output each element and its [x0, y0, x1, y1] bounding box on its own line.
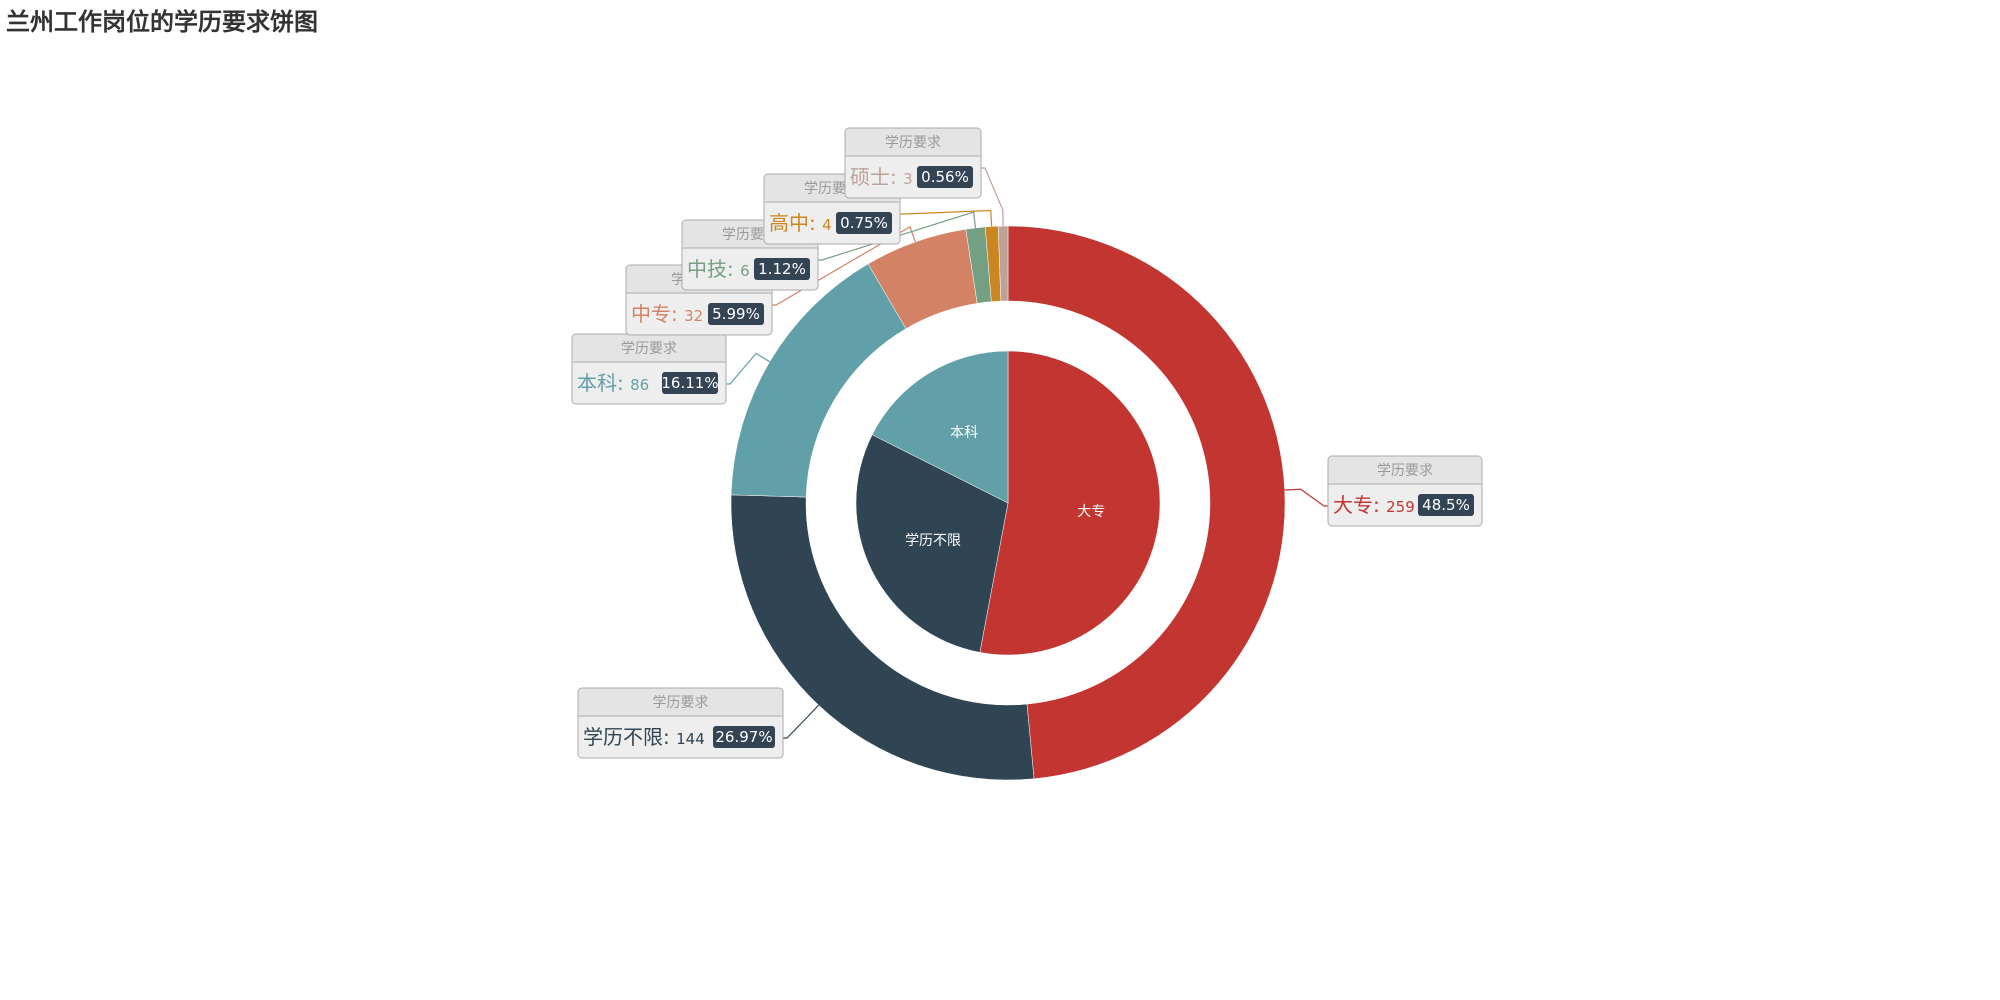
- callout-value-slice-1: 144: [676, 730, 705, 748]
- callout-label-slice-4: 中技: 6: [687, 257, 750, 281]
- percent-text-slice-3: 5.99%: [712, 305, 760, 323]
- callout-label-slice-6: 硕士: 3: [850, 165, 913, 189]
- callout-series-name-slice-6: 学历要求: [885, 135, 941, 151]
- callout-value-slice-3: 32: [684, 307, 703, 325]
- outer-slice-1: [730, 494, 1035, 781]
- percent-text-slice-4: 1.12%: [758, 260, 806, 278]
- percent-badge-slice-6: [917, 166, 973, 188]
- chart-title: 兰州工作岗位的学历要求饼图: [6, 8, 318, 36]
- callout-label-slice-2: 本科: 86: [577, 371, 649, 395]
- outer-slice-6: [997, 225, 1009, 302]
- inner-label-slice-1: 学历不限: [905, 533, 961, 549]
- percent-badge-slice-1: [713, 726, 775, 748]
- percent-badge-slice-0: [1418, 494, 1474, 516]
- callout-value-slice-5: 4: [822, 216, 832, 234]
- percent-text-slice-2: 16.11%: [661, 374, 718, 392]
- callout-value-slice-2: 86: [630, 376, 649, 394]
- callout-value-slice-6: 3: [903, 170, 913, 188]
- callout-value-slice-4: 6: [740, 262, 750, 280]
- inner-slice-2: [871, 350, 1009, 504]
- percent-text-slice-6: 0.56%: [921, 168, 969, 186]
- callout-label-slice-5: 高中: 4: [769, 211, 832, 235]
- inner-slice-1: [855, 434, 1009, 653]
- inner-label-slice-2: 本科: [950, 425, 978, 441]
- leader-line-slice-2: [726, 352, 771, 385]
- percent-badge-slice-3: [708, 303, 764, 325]
- leader-line-slice-1: [783, 704, 820, 739]
- callout-series-name-slice-2: 学历要求: [621, 341, 677, 357]
- inner-slice-0: [979, 350, 1161, 656]
- callout-value-slice-0: 259: [1386, 498, 1415, 516]
- percent-badge-slice-4: [754, 258, 810, 280]
- percent-text-slice-5: 0.75%: [840, 214, 888, 232]
- callout-series-name-slice-1: 学历要求: [653, 695, 709, 711]
- callout-series-name-slice-0: 学历要求: [1377, 463, 1433, 479]
- leader-line-slice-6: [981, 167, 1004, 227]
- leader-line-slice-3: [772, 226, 916, 306]
- inner-label-slice-0: 大专: [1077, 504, 1105, 520]
- callout-header-slice-6: [845, 128, 981, 156]
- percent-badge-slice-2: [662, 372, 718, 394]
- percent-badge-slice-5: [836, 212, 892, 234]
- leader-line-slice-5: [900, 209, 993, 227]
- callout-header-slice-2: [572, 334, 726, 362]
- outer-slice-0: [1007, 225, 1286, 780]
- callout-header-slice-0: [1328, 456, 1482, 484]
- callout-header-slice-1: [578, 688, 783, 716]
- percent-text-slice-0: 48.5%: [1422, 496, 1470, 514]
- leader-line-slice-0: [1284, 488, 1328, 507]
- percent-text-slice-1: 26.97%: [715, 728, 772, 746]
